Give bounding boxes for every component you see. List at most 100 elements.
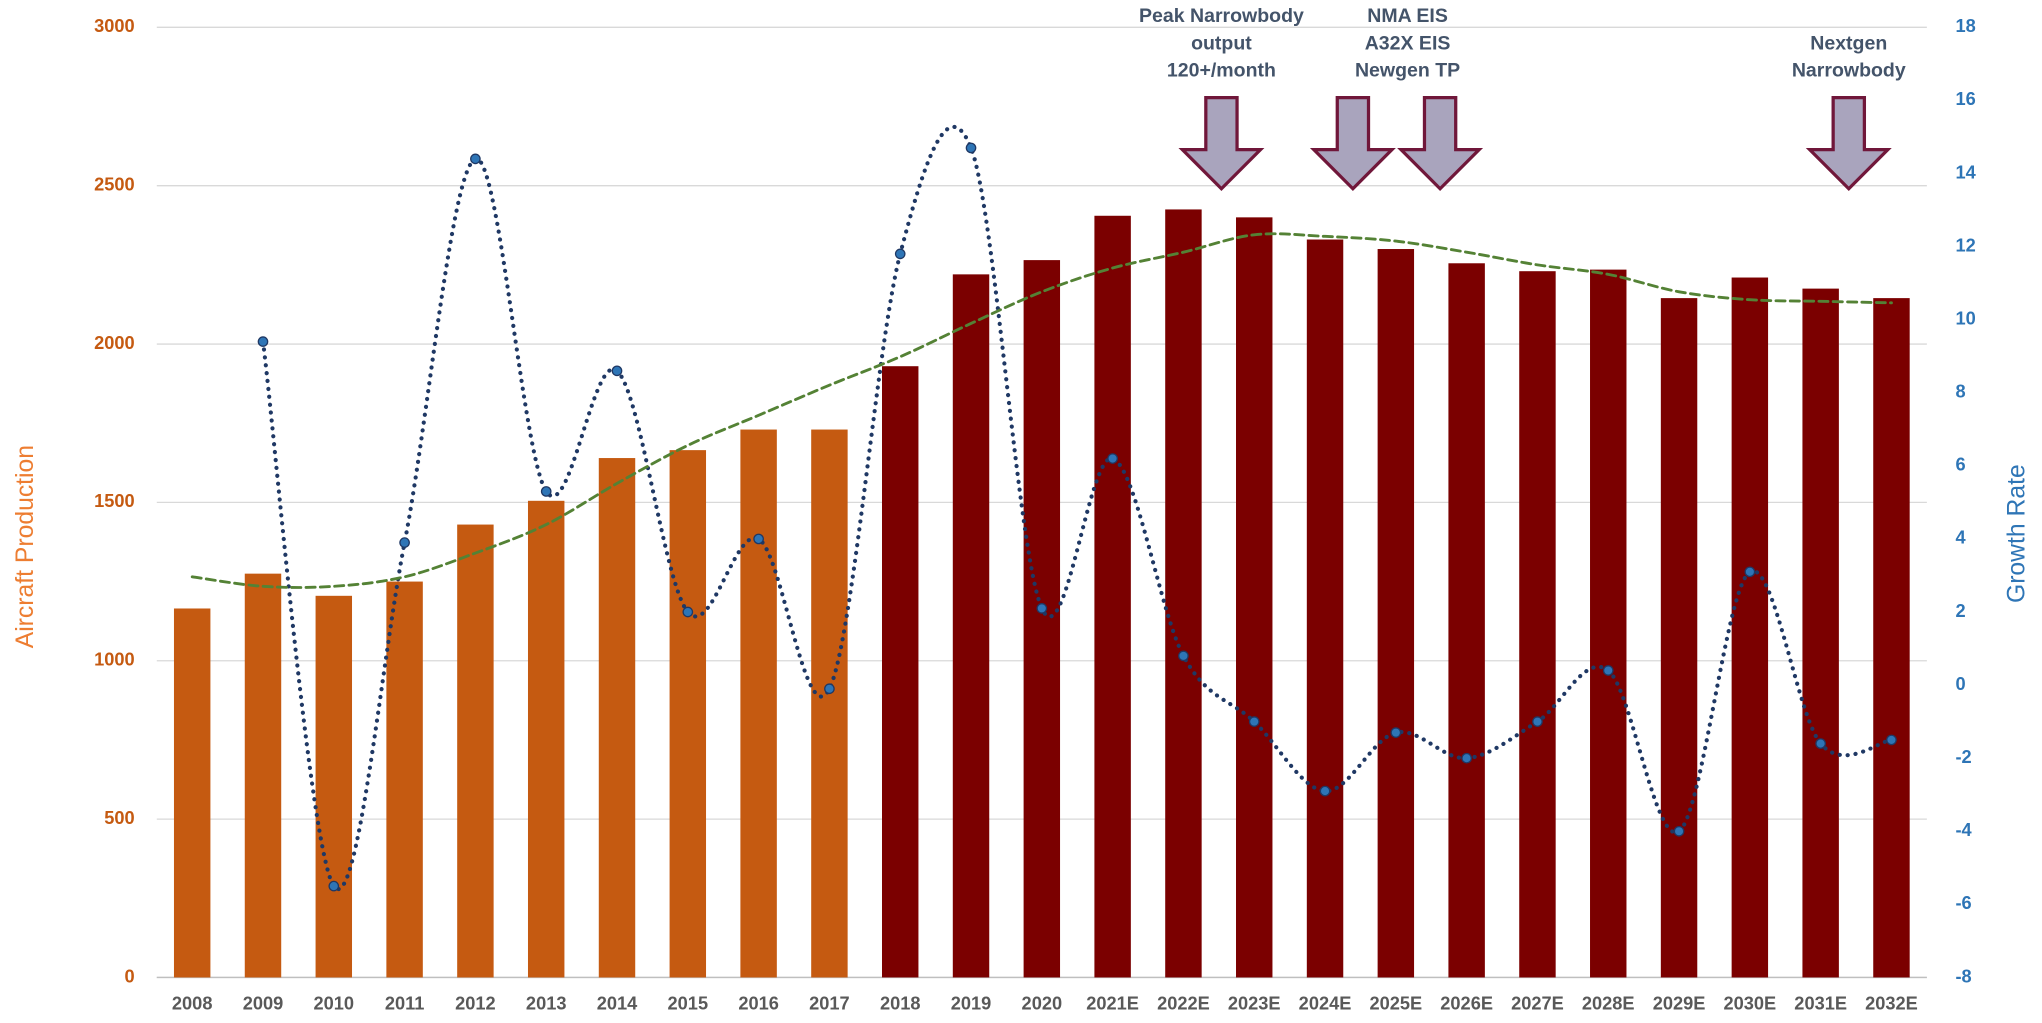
x-tick-label: 2009 [243,994,284,1014]
bar [173,608,211,978]
x-tick-label: 2011 [385,994,425,1014]
x-tick-label: 2022E [1157,994,1210,1014]
annotation-text: Peak Narrowbody [1139,5,1304,27]
line-marker [1532,716,1543,727]
y-tick-label: 500 [104,808,134,828]
line-marker [1319,785,1331,797]
y2-tick-label: 18 [1955,16,1975,36]
annotation-arrow [1397,95,1484,192]
bar [386,581,423,978]
y2-tick-label: -4 [1955,820,1972,840]
x-tick-label: 2010 [314,994,355,1014]
x-tick-label: 2023E [1228,994,1281,1014]
y2-tick-label: -6 [1955,893,1971,913]
bar [1519,271,1556,978]
line-marker [1036,603,1048,614]
annotation-text: Narrowbody [1792,60,1906,82]
y2-tick-label: -2 [1955,747,1971,767]
line-marker [1886,734,1897,746]
bar [740,429,777,978]
y-tick-label: 1000 [94,650,135,670]
annotation-text: Nextgen [1810,32,1887,54]
line-marker [753,533,764,545]
line [260,124,1894,892]
x-tick-label: 2016 [738,994,779,1014]
y2-tick-label: 0 [1955,674,1965,694]
y2-tick-label: 14 [1955,162,1976,182]
y2-tick-label: 10 [1955,308,1975,328]
line-marker [894,248,906,260]
annotation-text: NMA EIS [1367,5,1448,27]
bar [1236,217,1273,978]
line-marker [328,880,340,892]
y-axis-label: Aircraft Production [12,445,39,648]
x-tick-label: 2008 [172,994,213,1014]
line [190,232,1893,589]
x-tick-label: 2015 [668,994,709,1014]
bar [881,366,919,978]
bar [1377,249,1415,978]
x-tick-label: 2030E [1724,994,1777,1014]
y2-tick-label: -8 [1955,966,1971,986]
y2-axis-label: Growth Rate [2004,464,2031,603]
y2-tick-label: 12 [1955,235,1975,255]
y-tick-label: 0 [125,966,135,986]
bar [315,595,353,978]
bar [1802,288,1839,978]
x-tick-label: 2014 [597,994,638,1014]
y2-tick-label: 8 [1955,382,1965,402]
bar [1731,277,1769,978]
bar [457,524,494,978]
bar [1165,209,1202,978]
line-marker [399,537,410,548]
bar [952,274,990,978]
bar [244,573,282,978]
line-marker [682,606,694,618]
y-tick-label: 2500 [94,174,135,194]
y2-tick-label: 4 [1955,528,1966,548]
y2-tick-label: 6 [1955,455,1965,475]
x-tick-label: 2020 [1022,994,1063,1014]
line-marker [1673,825,1685,837]
line-marker [824,683,835,695]
annotation-arrow [1805,95,1892,192]
x-tick-label: 2028E [1582,994,1635,1014]
bar [1306,239,1344,978]
bar [1873,298,1910,978]
y-tick-label: 2000 [94,333,135,353]
y2-tick-label: 2 [1955,601,1965,621]
x-tick-label: 2025E [1369,994,1422,1014]
bar [598,458,636,978]
line-marker [1461,752,1472,764]
annotation-text: output [1191,32,1252,54]
bar [1448,263,1485,978]
annotation-arrow [1309,95,1396,192]
x-tick-label: 2018 [880,994,921,1014]
y-tick-label: 3000 [94,16,135,36]
x-tick-label: 2021E [1086,994,1139,1014]
line-marker [470,153,481,165]
y2-tick-label: 16 [1955,89,1975,109]
bar [1590,269,1627,978]
y-tick-label: 1500 [94,491,135,511]
annotation-text: A32X EIS [1365,32,1451,54]
annotation-arrow [1178,95,1265,192]
x-tick-label: 2019 [951,994,992,1014]
line-marker [1602,665,1614,676]
x-tick-label: 2026E [1440,994,1493,1014]
bar [1660,298,1698,978]
x-tick-label: 2024E [1299,994,1352,1014]
bar [1023,260,1061,978]
annotation-text: 120+/month [1167,60,1276,82]
line-marker [1390,727,1402,738]
bar [1094,215,1131,978]
line-marker [1248,716,1260,727]
line-marker [1744,566,1756,578]
line-marker [965,142,977,154]
x-tick-label: 2017 [809,994,850,1014]
x-tick-label: 2012 [455,994,496,1014]
line-marker [1178,650,1189,662]
x-tick-label: 2029E [1653,994,1706,1014]
